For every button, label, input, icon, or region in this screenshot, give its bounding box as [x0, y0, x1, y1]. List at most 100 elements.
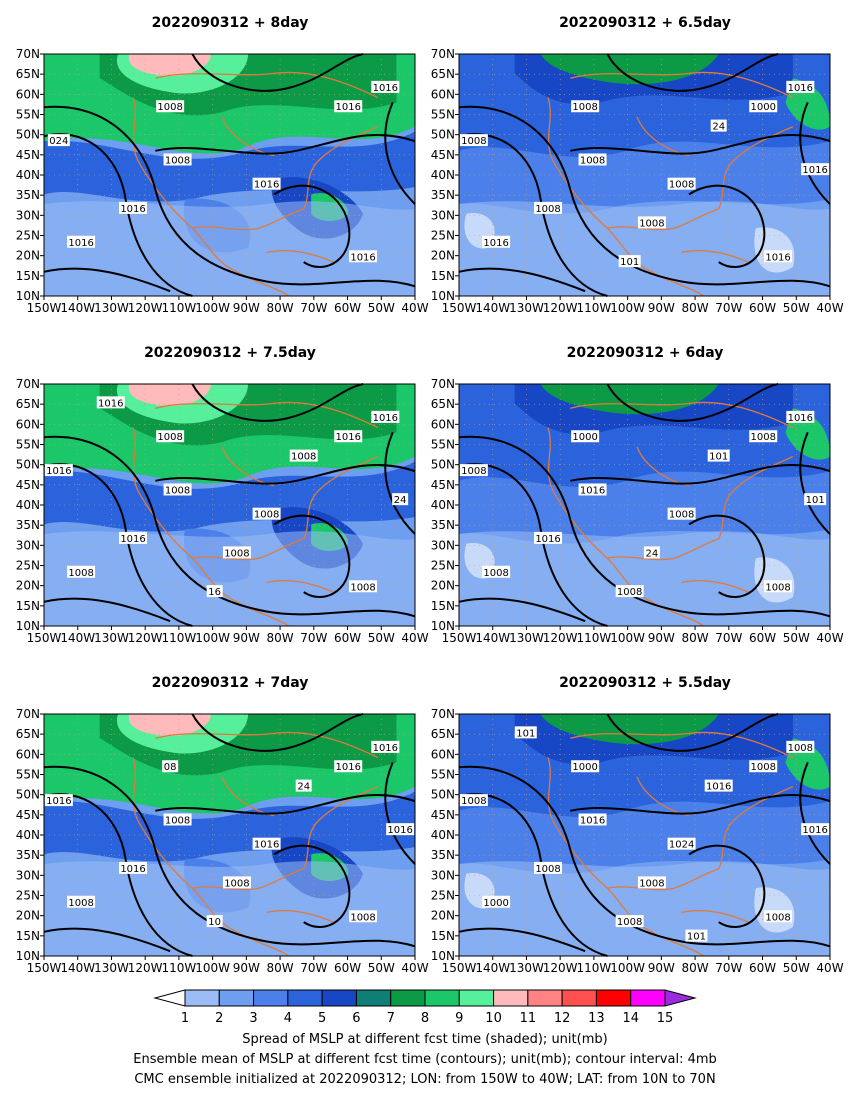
lon-tick-label: 90W: [648, 961, 675, 975]
lat-tick-label: 70N: [16, 377, 40, 391]
contour-label-text: 1008: [224, 878, 249, 889]
lon-tick-label: 50W: [783, 631, 810, 645]
lat-tick-label: 55N: [16, 108, 40, 122]
contour-label-box: [667, 837, 696, 850]
spread-shading-area: [540, 54, 719, 85]
lat-tick-label: 45N: [431, 808, 455, 822]
mslp-contour: [459, 767, 830, 947]
lat-tick-label: 40N: [16, 498, 40, 512]
contour-label-text: 1016: [483, 238, 508, 249]
lat-tick-label: 50N: [16, 128, 40, 142]
lat-tick-label: 55N: [431, 438, 455, 452]
lat-tick-label: 60N: [431, 417, 455, 431]
contour-label-box: [295, 779, 312, 792]
contour-label-box: [764, 910, 793, 923]
contour-label-text: 1016: [46, 466, 71, 477]
colorbar-label: 15: [657, 1011, 674, 1026]
contour-label-box: [392, 493, 409, 506]
contour-label-text: 1008: [483, 568, 508, 579]
spread-shading-area: [459, 861, 830, 956]
lon-tick-label: 140W: [475, 961, 510, 975]
panel-title: 2022090312 + 7day: [152, 675, 309, 691]
lon-tick-label: 150W: [442, 301, 477, 315]
lat-tick-label: 40N: [431, 168, 455, 182]
mslp-contour: [570, 465, 830, 484]
contour-label-box: [156, 430, 185, 443]
contour-label-text: 1008: [350, 582, 375, 593]
map-panel-3: 2022090312 + 7.5day 1008 1016 1008 1008 1008 1…: [16, 345, 429, 645]
contour-label-text: 1016: [335, 762, 360, 773]
lon-tick-label: 60W: [749, 961, 776, 975]
contour-label: 1016: [334, 100, 363, 113]
map-panel-4: 2022090312 + 6day 1000 1008 1016 1008 1008 100…: [431, 345, 844, 645]
mslp-contour: [800, 762, 830, 864]
spread-shading-area: [128, 384, 211, 407]
lat-tick-label: 70N: [16, 707, 40, 721]
mslp-contour: [155, 465, 415, 484]
lon-tick-label: 140W: [60, 631, 95, 645]
colorbar-swatch: [630, 989, 666, 1007]
contour-label-box: [615, 585, 644, 598]
panel-title: 2022090312 + 5.5day: [559, 675, 731, 691]
contour-label: 101: [618, 255, 641, 268]
contour-label-text: 1016: [98, 398, 123, 409]
lat-tick-label: 35N: [431, 848, 455, 862]
colorbar-label: 9: [455, 1011, 463, 1026]
contour-label: 1016: [334, 430, 363, 443]
contour-label-text: 1008: [669, 510, 694, 521]
contour-label-text: 1016: [46, 796, 71, 807]
colorbar-label: 1: [181, 1011, 189, 1026]
contour-label-text: 1008: [350, 912, 375, 923]
contour-label: 101: [804, 493, 827, 506]
contour-label-box: [571, 100, 600, 113]
lat-tick-label: 70N: [431, 47, 455, 61]
contour-label-box: [386, 823, 415, 836]
contour-label-text: 1016: [802, 165, 827, 176]
lat-tick-label: 15N: [431, 599, 455, 613]
contour-label: 1016: [371, 740, 400, 754]
lat-tick-label: 60N: [16, 417, 40, 431]
lon-tick-label: 130W: [509, 961, 544, 975]
contour-label-text: 1008: [461, 136, 486, 147]
lon-tick-label: 40W: [816, 301, 843, 315]
contour-label-box: [710, 119, 727, 132]
contour-label-text: 1008: [669, 180, 694, 191]
colorbar: 1 2 3 4 5 6 7 8 9 10 11 12 13 14 15: [153, 989, 697, 1026]
contour-label-text: 1008: [617, 917, 642, 928]
contour-label-box: [801, 163, 830, 176]
colorbar-swatch: [390, 989, 426, 1007]
contour-label: 1008: [252, 507, 281, 521]
panel-title: 2022090312 + 6.5day: [559, 15, 731, 31]
lat-tick-label: 40N: [431, 498, 455, 512]
mslp-contour: [570, 135, 830, 154]
contour-label-box: [643, 546, 660, 559]
lat-tick-label: 30N: [16, 208, 40, 222]
panel-title: 2022090312 + 7.5day: [144, 345, 316, 361]
mslp-contour: [44, 767, 415, 947]
lon-tick-label: 40W: [816, 961, 843, 975]
contour-label-text: 1008: [165, 155, 190, 166]
contour-label-box: [349, 250, 378, 263]
contour-label-text: 1008: [461, 466, 486, 477]
contour-label-text: 1008: [157, 432, 182, 443]
contour-label-text: 1016: [706, 782, 731, 793]
contour-label: 1016: [578, 813, 607, 826]
lat-tick-label: 65N: [431, 67, 455, 81]
lon-tick-label: 130W: [94, 961, 129, 975]
contour-label: 1016: [371, 410, 400, 424]
lat-tick-label: 15N: [431, 929, 455, 943]
contour-label-text: 24: [297, 782, 310, 793]
lon-tick-label: 100W: [195, 961, 230, 975]
contour-label-box: [571, 430, 600, 443]
contour-label-box: [786, 80, 815, 93]
spread-shading-area: [540, 384, 719, 415]
contour-label-text: 1000: [483, 898, 508, 909]
mslp-contour: [459, 107, 830, 287]
contour-label-box: [685, 929, 708, 942]
lon-tick-label: 70W: [300, 961, 327, 975]
contour-label-box: [764, 580, 793, 593]
lon-tick-label: 130W: [509, 631, 544, 645]
lat-tick-label: 55N: [16, 768, 40, 782]
colorbar-swatch: [184, 989, 220, 1007]
contour-label: 24: [710, 119, 727, 133]
